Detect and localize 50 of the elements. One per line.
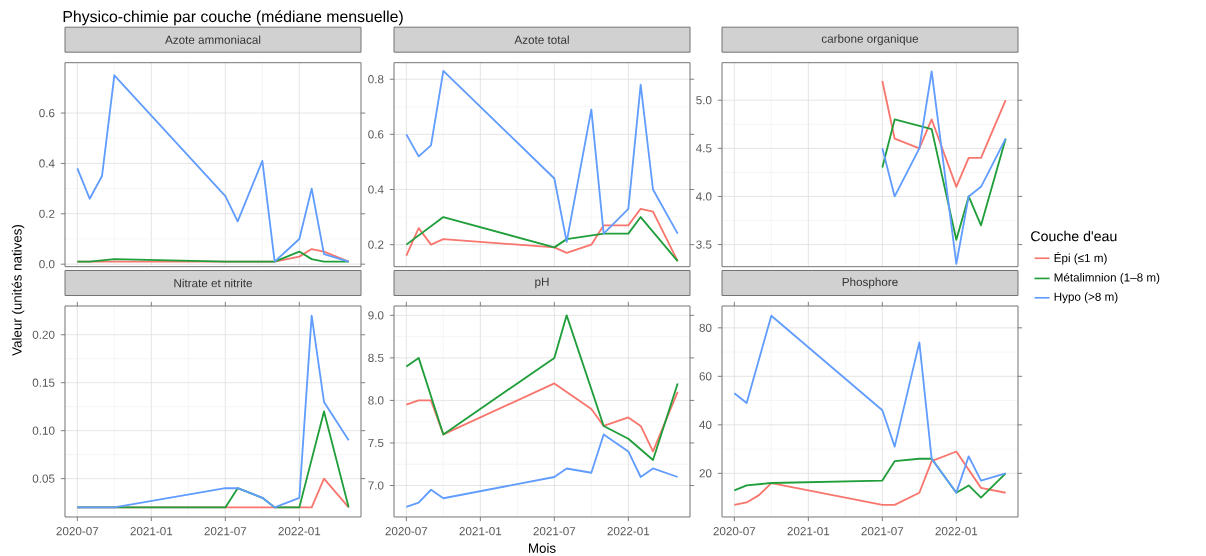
- x-tick-label: 2021-01: [787, 527, 830, 536]
- y-tick-label: 0.0: [39, 260, 55, 269]
- y-tick-label: 40: [699, 420, 712, 429]
- text: Physico-chimie par couche (médiane mensuelle): [63, 10, 403, 26]
- y-tick-label: 8.0: [368, 396, 384, 405]
- y-tick-label: 0.15: [32, 378, 55, 387]
- chart-title: Azote ammoniacal: [165, 35, 261, 44]
- y-tick-label: 0.6: [39, 108, 55, 118]
- x-tick-label: 2021-01: [459, 527, 502, 536]
- x-tick-label: 2020-07: [713, 527, 756, 536]
- y-tick-label: 0.10: [32, 426, 55, 435]
- y-tick-label: 0.20: [32, 330, 55, 339]
- y-tick-label: 5.0: [696, 96, 712, 105]
- x-tick-label: 2022-01: [278, 527, 321, 536]
- x-tick-label: 2020-07: [56, 527, 99, 536]
- x-tick-label: 2021-07: [533, 527, 576, 536]
- y-tick-label: 0.4: [368, 185, 384, 194]
- y-tick-label: 9.0: [368, 311, 384, 320]
- x-tick-label: 2021-01: [130, 527, 173, 536]
- y-tick-label: 8.5: [368, 353, 384, 363]
- x-tick-label: 2020-07: [385, 527, 428, 536]
- y-tick-label: 4.5: [696, 144, 712, 153]
- legend-title: Couche d'eau: [1031, 230, 1117, 242]
- chart-title: Phosphore: [842, 277, 898, 289]
- y-tick-label: 80: [699, 323, 712, 332]
- y-tick-label: 7.0: [368, 481, 384, 490]
- y-tick-label: 0.2: [39, 209, 55, 218]
- y-tick-label: 60: [699, 372, 712, 381]
- y-tick-label: 0.4: [39, 159, 55, 168]
- y-tick-label: 0.6: [368, 130, 384, 139]
- y-tick-label: 4.0: [696, 192, 712, 201]
- y-axis-title: Valeur (unités natives): [11, 225, 25, 356]
- y-tick-label: 0.2: [368, 240, 384, 249]
- chart-title: carbone organique: [821, 34, 919, 46]
- legend-label: Épi (≤1 m): [1054, 251, 1107, 265]
- x-tick-label: 2022-01: [607, 527, 650, 536]
- y-tick-label: 3.5: [696, 240, 712, 249]
- x-tick-label: 2022-01: [935, 527, 978, 536]
- x-tick-label: 2021-07: [204, 527, 247, 536]
- legend-label: Métalimnion (1–8 m): [1054, 272, 1160, 284]
- y-tick-label: 7.5: [368, 438, 384, 448]
- y-tick-label: 0.8: [368, 75, 384, 84]
- x-axis-title: Mois: [529, 543, 556, 553]
- y-tick-label: 0.05: [32, 474, 55, 483]
- y-tick-label: 20: [699, 469, 712, 478]
- legend-label: Hypo (>8 m): [1054, 292, 1118, 304]
- x-tick-label: 2021-07: [861, 527, 904, 536]
- chart-title: Nitrate et nitrite: [174, 278, 253, 288]
- chart-title: Azote total: [514, 35, 569, 44]
- chart-title: pH: [535, 277, 549, 289]
